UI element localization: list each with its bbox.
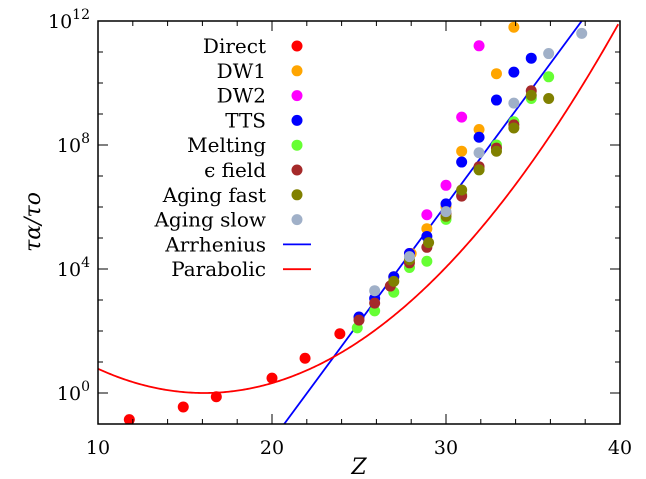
point-dw2 [440,179,452,191]
point-aging-slow [508,97,520,109]
x-axis-title: Z [350,455,367,479]
point-aging-slow [543,48,555,60]
legend-label-dw1: DW1 [217,59,266,83]
point-dw2 [456,111,468,123]
point-direct [334,328,346,340]
point-aging-slow [576,27,588,39]
y-tick-label: 104 [57,255,90,281]
axis-ticks [97,20,621,425]
point-tts [456,156,468,168]
legend-marker-tts [291,114,303,126]
point-aging-slow [473,147,485,159]
point-aging-fast [456,184,468,196]
legend-label-melting: Melting [187,133,266,157]
legend-marker-field [291,164,303,176]
point-aging-fast [543,93,555,104]
y-axis-title: τα/τo [21,192,46,252]
tick-labels: 10 20 30 40 100 104 108 1012 [48,7,632,459]
curve-arrhenius [283,21,583,424]
point-aging-fast [388,275,400,287]
x-tick-label: 20 [260,437,284,459]
point-tts [525,52,537,64]
data-points [123,8,588,424]
point-aging-fast [490,145,502,157]
legend-marker-aging-slow [291,214,303,226]
point-aging-fast [525,89,537,101]
point-direct [123,414,135,424]
y-tick-label: 1012 [48,7,90,33]
legend-label-tts: TTS [225,108,266,132]
point-melting [421,255,433,267]
legend-label-aging-slow: Aging slow [153,208,266,232]
point-melting [369,305,381,317]
y-tick-label: 108 [57,131,90,157]
x-tick-label: 10 [86,437,110,459]
legend-label-direct: Direct [203,34,266,58]
point-aging-fast [508,122,520,134]
point-aging-slow [440,206,452,218]
point-dw2 [473,40,485,52]
x-tick-label: 40 [608,437,632,459]
point-direct [177,401,189,413]
point-aging-fast [423,237,435,249]
point-direct [210,391,222,403]
point-tts [440,198,452,210]
legend-label-arrhenius: Arrhenius [164,232,266,256]
point-aging-slow [403,251,415,263]
legend-marker-direct [291,40,303,52]
point-dw1 [456,145,468,157]
point-field [353,314,365,326]
legend-marker-melting [291,139,303,151]
legend-label-dw2: DW2 [217,84,266,108]
point-direct [266,372,278,384]
point-dw1 [473,124,485,135]
point-direct [299,352,311,364]
point-field [369,297,381,309]
x-tick-label: 30 [434,437,458,459]
legend-label-aging-fast: Aging fast [162,183,266,207]
point-aging-slow [369,285,381,297]
point-dw1 [421,223,433,235]
point-dw2 [421,209,433,221]
point-tts [490,94,502,106]
point-tts [508,66,520,78]
y-tick-label: 100 [57,379,90,405]
legend-marker-dw2 [291,90,303,102]
plot-frame [97,20,621,425]
point-aging-fast [473,164,485,176]
curve-parabolic [98,23,620,394]
point-dw1 [490,68,502,80]
legend-label-field: ϵ field [204,158,266,182]
point-tts [543,8,554,19]
point-tts [473,131,485,143]
point-melting [543,71,555,83]
point-dw1 [508,21,520,33]
legend-marker-dw1 [291,65,303,77]
legend-label-parabolic: Parabolic [171,257,266,281]
legend-marker-aging-fast [291,189,303,201]
